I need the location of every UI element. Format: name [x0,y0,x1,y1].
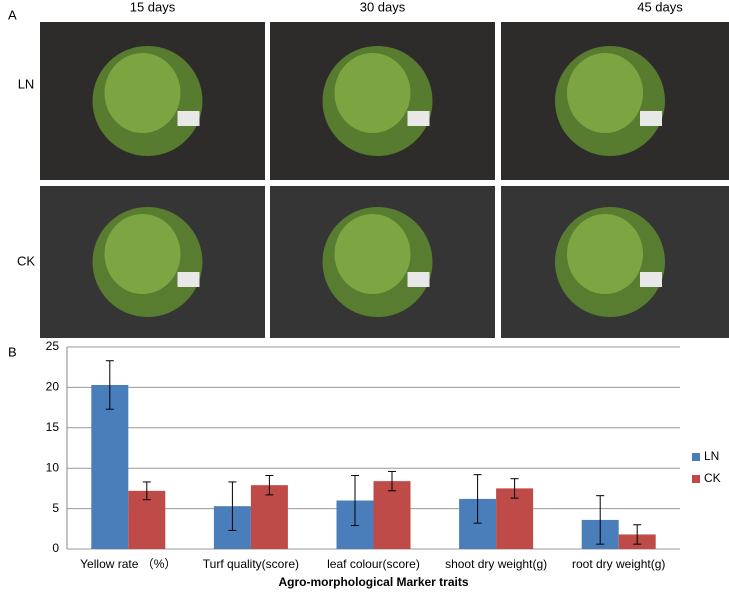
tag [640,272,662,287]
plant [104,53,181,133]
legend-label: LN [704,449,719,463]
bar [128,490,166,549]
x-tick-label: Turf quality(score) [203,557,299,571]
legend-swatch [692,453,700,461]
tag [177,111,200,126]
tag [407,111,430,126]
y-tick-label: 5 [52,501,59,515]
column-header: 30 days [360,0,406,14]
x-axis-label: Agro-morphological Marker traits [278,575,468,589]
x-tick-label: leaf colour(score) [327,557,420,571]
y-tick-label: 15 [46,420,60,434]
y-tick-label: 20 [46,380,60,394]
column-header: 15 days [130,0,176,14]
tag [407,272,430,287]
y-tick-label: 10 [46,460,60,474]
bar [91,384,129,549]
bar [373,481,411,549]
panel-label: B [8,344,17,359]
column-header: 45 days [637,0,683,14]
plant [104,214,181,294]
x-tick-label: root dry weight(g) [572,557,665,571]
tag [177,272,200,287]
y-tick-label: 25 [46,339,60,353]
y-tick-label: 0 [52,541,59,555]
row-label: LN [18,76,35,91]
legend-swatch [692,475,700,483]
legend-label: CK [704,471,721,485]
plant [567,53,643,133]
plant [334,214,411,294]
plant [567,214,643,294]
photo-grid [40,22,729,338]
panel-label: A [8,7,17,22]
row-label: CK [17,253,35,268]
plant [334,53,411,133]
bar [250,485,288,549]
x-tick-label: shoot dry weight(g) [445,557,547,571]
tag [640,111,662,126]
x-tick-label: Yellow rate （%） [80,557,176,571]
